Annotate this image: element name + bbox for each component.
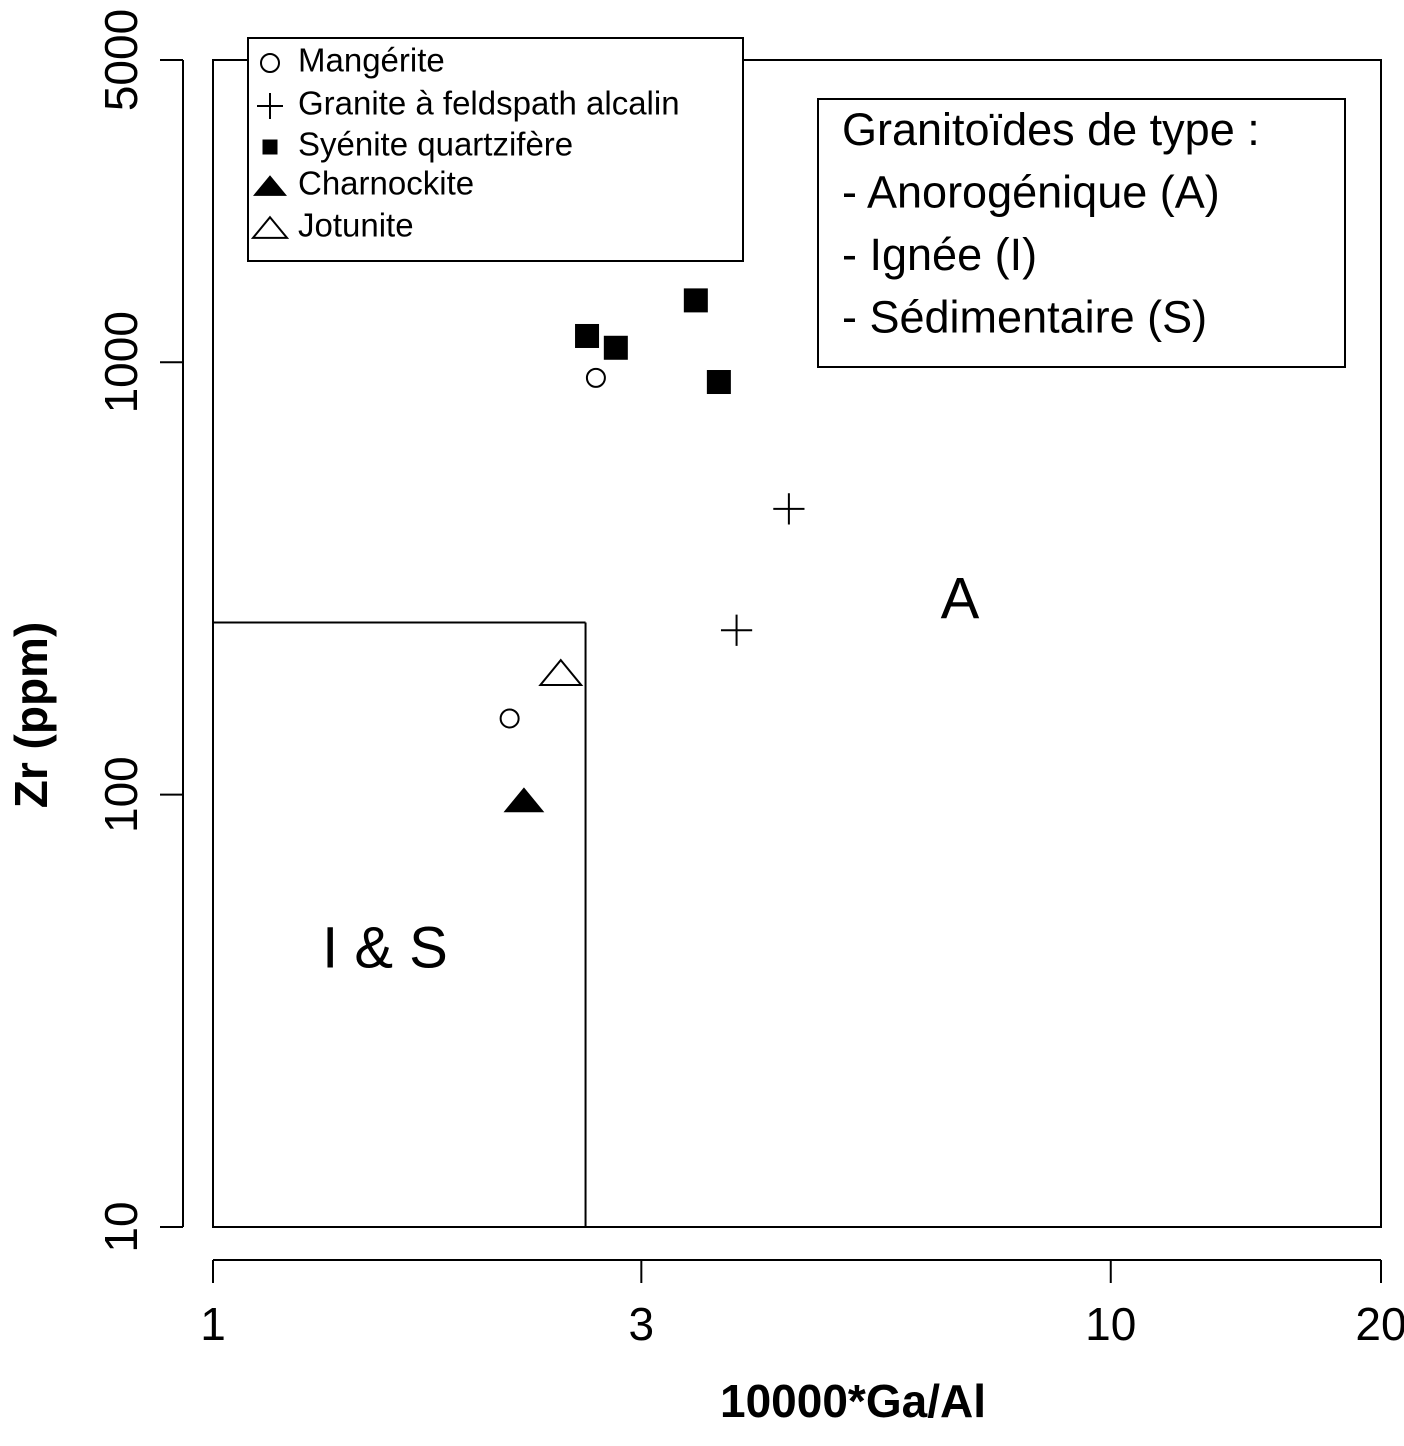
x-tick-label: 1 [200, 1298, 226, 1350]
legend-symbol [250, 215, 290, 239]
y-tick-label: 10 [95, 1201, 147, 1252]
point [720, 614, 753, 646]
region-label: A [941, 566, 980, 631]
legend-label: Jotunite [298, 207, 414, 244]
plot-frame [212, 59, 1382, 1228]
point [603, 335, 628, 360]
legend-label: Granite à feldspath alcalin [298, 85, 680, 122]
x-tick-label: 20 [1355, 1298, 1404, 1350]
x-tick-label: 10 [1085, 1298, 1136, 1350]
legend-box [247, 37, 744, 262]
legend-symbol [257, 93, 283, 119]
legend-symbol [262, 139, 278, 155]
x-axis-title: 10000*Ga/Al [720, 1375, 986, 1427]
note-text: - Sédimentaire (S) [842, 291, 1207, 342]
x-tick-label: 3 [629, 1298, 655, 1350]
legend-symbol [260, 53, 280, 73]
point [499, 708, 520, 729]
legend-label: Mangérite [298, 42, 445, 79]
legend-symbol [253, 175, 287, 196]
point [585, 367, 606, 388]
y-tick-label: 5000 [95, 9, 147, 111]
note-text: - Anorogénique (A) [842, 166, 1220, 217]
legend-label: Syénite quartzifère [298, 126, 573, 163]
point [538, 658, 584, 686]
legend-label: Charnockite [298, 165, 474, 202]
y-tick-label: 100 [95, 756, 147, 833]
point [575, 323, 600, 348]
y-axis-title: Zr (ppm) [5, 622, 57, 809]
region-label: I & S [322, 915, 448, 980]
note-text: Granitoïdes de type : [842, 104, 1260, 155]
point [773, 493, 805, 525]
point [683, 288, 708, 313]
note-box [817, 98, 1346, 368]
point [503, 787, 545, 813]
y-tick-label: 1000 [95, 311, 147, 413]
note-text: - Ignée (I) [842, 229, 1037, 280]
point [706, 370, 731, 395]
